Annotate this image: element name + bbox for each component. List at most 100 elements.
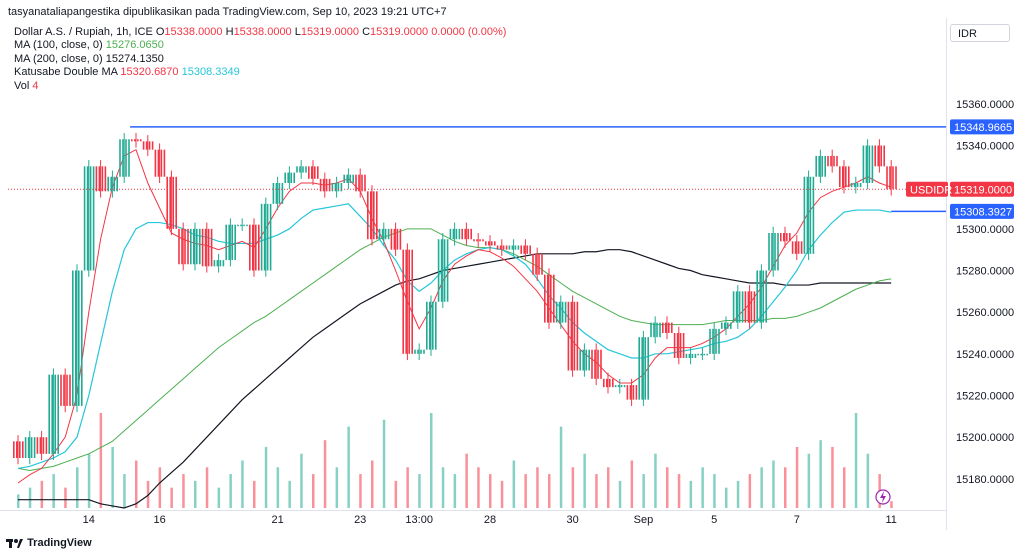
candle-body [110, 176, 112, 192]
candle-body [797, 241, 800, 254]
x-tick-label: Sep [634, 514, 654, 526]
candle-body [361, 174, 363, 192]
candle-body [520, 245, 522, 254]
y-tick-label: 15180.0000 [956, 474, 1014, 486]
candle-body [871, 145, 874, 183]
candle-body [169, 176, 171, 229]
candle-body [355, 174, 357, 192]
volume-bar [701, 467, 704, 508]
candle-body [187, 228, 189, 265]
tradingview-footer[interactable]: TradingView [6, 537, 92, 549]
candle-body [647, 337, 649, 400]
candle-body [567, 301, 570, 371]
legend-ma200-row[interactable]: MA (200, close, 0) 15274.1350 [14, 53, 506, 66]
candle-body [579, 349, 581, 371]
candle-body [24, 437, 27, 458]
candle-body [193, 228, 195, 265]
candle-body [827, 155, 829, 167]
volume-bar [725, 487, 728, 508]
candle-body [535, 253, 537, 275]
candle-body [22, 441, 24, 458]
candle-body [650, 322, 652, 338]
candle-body [101, 166, 104, 192]
candle-body [842, 166, 844, 188]
legend-ma100-row[interactable]: MA (100, close, 0) 15276.0650 [14, 39, 506, 52]
candle-body [145, 141, 148, 150]
candle-body [606, 378, 608, 388]
candle-body [603, 378, 605, 388]
candle-body [243, 224, 245, 227]
candle-body [482, 239, 484, 242]
candle-body [868, 145, 871, 183]
candle-body [296, 166, 298, 173]
candle-body [715, 328, 717, 354]
candle-body [210, 228, 213, 267]
candle-body [488, 241, 490, 246]
candle-body [895, 166, 897, 190]
candle-body [470, 228, 472, 240]
candle-body [142, 141, 145, 150]
volume-bar [524, 474, 527, 508]
candle-body [800, 241, 803, 254]
candle-body [874, 145, 876, 167]
candle-body [269, 203, 272, 271]
candle-body [166, 176, 168, 229]
candle-body [786, 233, 788, 242]
legend-vol-row[interactable]: Vol 4 [14, 80, 506, 93]
candle-body [694, 353, 697, 358]
symbol-title[interactable]: Dollar A.S. / Rupiah, 1h, ICE [14, 26, 153, 38]
candle-body [688, 353, 691, 358]
volume-bar [418, 474, 421, 508]
candle-body [234, 224, 236, 261]
volume-bar [441, 467, 445, 508]
candle-body [414, 349, 416, 354]
candle-body [806, 176, 809, 254]
candle-body [128, 139, 130, 177]
x-tick-label: 7 [794, 514, 800, 526]
volume-bar [807, 453, 811, 508]
candle-body [877, 145, 879, 167]
ohlc-high-label: H [225, 26, 234, 38]
currency-selector[interactable]: IDR [950, 24, 1010, 42]
candle-body [783, 233, 785, 242]
candle-body [845, 166, 847, 188]
candle-body [290, 172, 292, 183]
ohlc-open-value: 15338.0000 [164, 26, 223, 38]
candle-body [697, 353, 699, 356]
candle-body [809, 176, 812, 254]
candle-body [538, 253, 540, 275]
candle-body [553, 274, 555, 323]
candle-body [216, 260, 219, 267]
candle-body [724, 322, 726, 329]
candle-body [777, 233, 779, 271]
volume-bar [205, 467, 209, 508]
volume-bar [111, 446, 114, 508]
volume-bar [123, 474, 126, 508]
legend-katusabe-row[interactable]: Katusabe Double MA 15320.6870 15308.3349 [14, 66, 506, 79]
candle-body [759, 270, 761, 323]
katusabe-value-2: 15308.3349 [181, 66, 240, 79]
candle-body [614, 385, 617, 388]
candle-body [95, 166, 98, 192]
candle-body [573, 301, 576, 371]
candle-body [594, 349, 596, 379]
candle-body [281, 183, 284, 204]
candle-body [818, 155, 820, 177]
legend-symbol-row: Dollar A.S. / Rupiah, 1h, ICE O15338.000… [14, 26, 506, 39]
candle-body [638, 337, 640, 400]
candle-body [260, 203, 263, 271]
candle-body [443, 239, 446, 302]
candle-body [865, 145, 868, 183]
candle-body [175, 176, 177, 229]
volume-bar [253, 480, 256, 508]
volume-bar [288, 480, 291, 508]
candle-body [794, 241, 797, 254]
volume-bar [477, 467, 480, 508]
candle-body [86, 166, 89, 271]
candle-body [682, 333, 685, 358]
candle-body [378, 228, 381, 240]
candle-body [526, 245, 528, 254]
candle-body [334, 183, 337, 192]
candle-body [60, 374, 62, 406]
